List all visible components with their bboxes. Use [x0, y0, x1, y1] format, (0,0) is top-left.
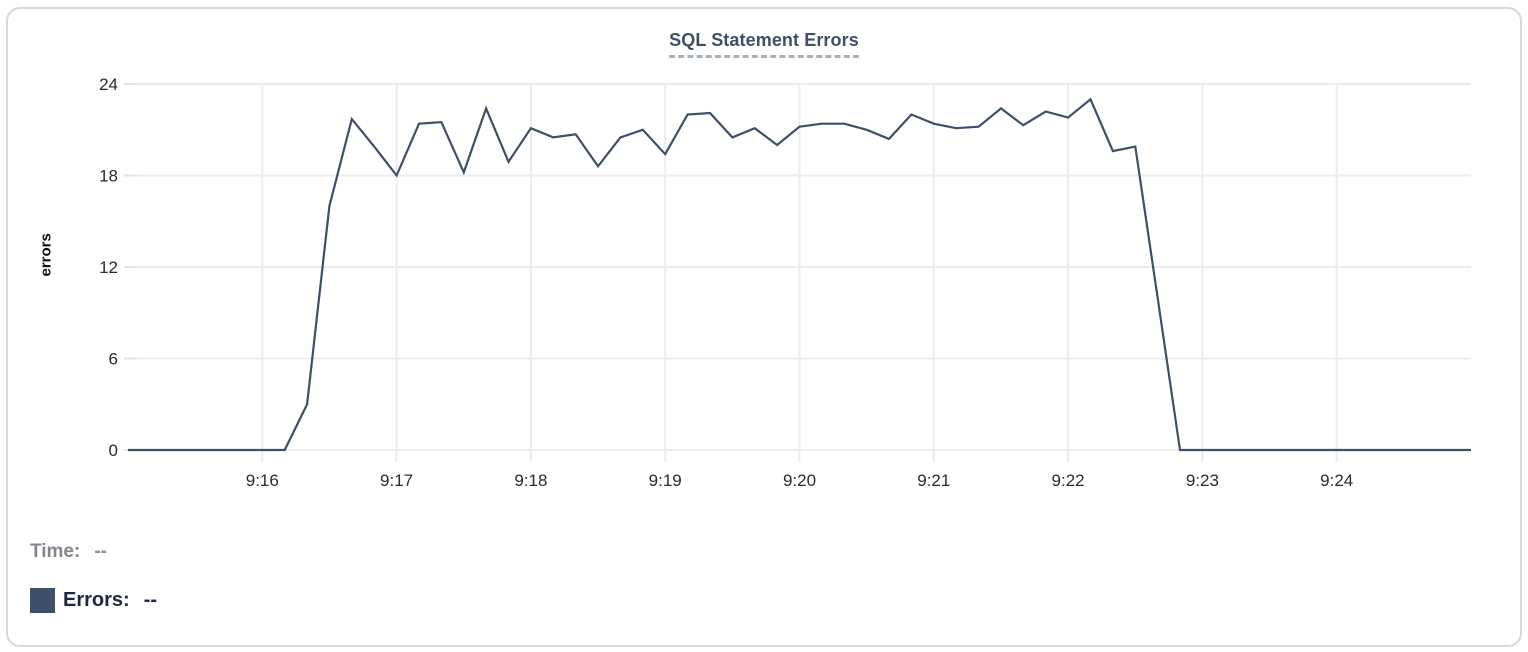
readout-time-row: Time: -- — [30, 541, 107, 563]
x-tick-label: 9:23 — [1186, 471, 1219, 490]
x-tick-label: 9:22 — [1052, 471, 1085, 490]
x-tick-label: 9:19 — [649, 471, 682, 490]
x-tick-label: 9:16 — [246, 471, 279, 490]
y-tick-label: 24 — [99, 75, 118, 94]
chart-title-wrap: SQL Statement Errors — [0, 30, 1528, 58]
time-value: -- — [94, 541, 107, 562]
y-tick-label: 12 — [99, 258, 118, 277]
errors-value: -- — [143, 589, 158, 611]
readout-errors-row: Errors: -- — [30, 588, 157, 613]
x-tick-label: 9:20 — [783, 471, 816, 490]
x-tick-label: 9:17 — [380, 471, 413, 490]
errors-series-swatch — [30, 588, 55, 613]
errors-label: Errors: — [63, 589, 130, 611]
y-tick-label: 6 — [109, 350, 118, 369]
x-tick-label: 9:24 — [1320, 471, 1353, 490]
x-tick-label: 9:21 — [917, 471, 950, 490]
chart-card — [6, 7, 1522, 647]
chart-title[interactable]: SQL Statement Errors — [669, 30, 859, 58]
y-tick-label: 18 — [99, 167, 118, 186]
errors-series-line — [128, 97, 1471, 452]
x-tick-label: 9:18 — [514, 471, 547, 490]
y-tick-label: 0 — [109, 441, 118, 460]
time-label: Time: — [30, 541, 81, 562]
